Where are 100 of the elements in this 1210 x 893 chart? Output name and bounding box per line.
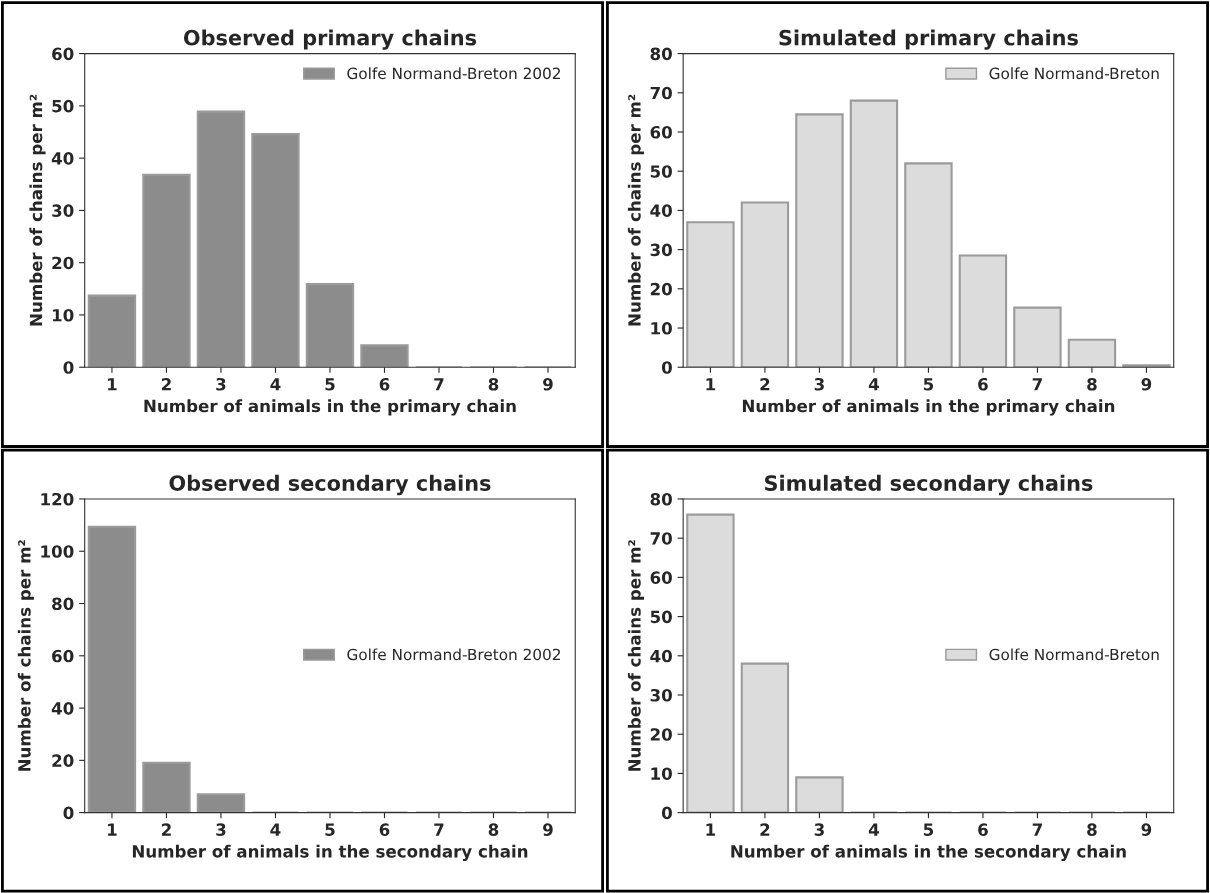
bar — [305, 283, 355, 368]
y-tick-label: 40 — [51, 152, 74, 165]
x-tick-label: 1 — [706, 378, 716, 391]
bar — [1013, 306, 1062, 368]
y-tick-label: 40 — [650, 649, 672, 663]
x-axis-title: Number of animals in the secondary chain — [132, 844, 528, 861]
y-tick-label: 80 — [52, 597, 74, 611]
y-tick-label: 70 — [650, 532, 672, 545]
bar — [196, 110, 246, 368]
y-tick-label: 20 — [52, 256, 74, 270]
y-tick-label: 40 — [650, 204, 672, 217]
y-tick-label: 0 — [63, 361, 74, 374]
x-tick-label: 7 — [1032, 823, 1042, 836]
x-tick-label: 2 — [161, 377, 171, 391]
x-tick-label: 6 — [978, 377, 988, 391]
x-tick-label: 6 — [379, 823, 390, 836]
x-axis-title: Number of animals in the primary chain — [144, 399, 516, 416]
y-axis-title: Number of chains per m² — [17, 540, 34, 771]
y-tick-label: 20 — [650, 282, 672, 296]
bar — [87, 294, 137, 368]
x-tick-label: 5 — [325, 823, 335, 836]
y-tick-label: 0 — [63, 806, 74, 820]
x-tick-label: 9 — [543, 823, 553, 836]
y-tick-label: 60 — [52, 47, 74, 61]
x-tick-label: 5 — [325, 378, 335, 391]
y-axis-title: Number of chains per m² — [29, 94, 46, 326]
y-tick-label: 30 — [52, 204, 74, 217]
y-tick-label: 0 — [661, 806, 672, 820]
y-tick-label: 60 — [650, 125, 672, 139]
x-tick-label: 8 — [488, 823, 499, 836]
bar — [740, 662, 790, 813]
chart-title: Observed primary chains — [183, 29, 477, 50]
legend-label: Golfe Normand-Breton — [989, 67, 1159, 80]
y-tick-label: 80 — [650, 47, 672, 61]
y-axis-title: Number of chains per m² — [627, 94, 644, 326]
y-tick-label: 60 — [52, 649, 74, 663]
bar — [196, 793, 246, 813]
bar — [1067, 338, 1117, 368]
x-tick-label: 8 — [1087, 377, 1097, 391]
y-tick-label: 80 — [650, 492, 672, 506]
bar — [849, 99, 899, 368]
x-tick-label: 2 — [161, 823, 171, 836]
y-axis-title: Number of chains per m² — [627, 540, 644, 771]
x-axis-title: Number of animals in the secondary chain — [731, 844, 1126, 861]
y-tick-label: 40 — [51, 702, 74, 715]
bar — [795, 776, 844, 813]
x-tick-label: 1 — [108, 378, 117, 391]
chart-title: Simulated secondary chains — [765, 474, 1093, 496]
x-tick-label: 7 — [434, 378, 444, 391]
x-tick-label: 3 — [216, 823, 226, 836]
bar — [686, 221, 735, 368]
y-tick-label: 70 — [650, 86, 672, 100]
x-tick-label: 9 — [1141, 377, 1152, 391]
x-tick-label: 5 — [923, 823, 934, 836]
legend-label: Golfe Normand-Breton 2002 — [347, 67, 560, 80]
bar — [958, 254, 1008, 368]
x-tick-label: 9 — [1141, 823, 1152, 836]
x-tick-label: 8 — [1087, 823, 1097, 836]
x-tick-label: 6 — [379, 377, 390, 391]
x-tick-label: 3 — [216, 377, 226, 391]
legend-label: Golfe Normand-Breton — [989, 648, 1159, 661]
bar — [87, 525, 137, 813]
bar — [740, 201, 790, 368]
x-tick-label: 7 — [1032, 378, 1042, 391]
y-tick-label: 10 — [651, 767, 672, 780]
y-tick-label: 120 — [41, 492, 74, 506]
y-tick-label: 50 — [650, 165, 672, 178]
x-tick-label: 8 — [488, 377, 499, 391]
y-tick-label: 50 — [52, 99, 74, 113]
y-tick-label: 10 — [651, 321, 672, 335]
y-tick-label: 0 — [661, 361, 672, 374]
bar — [360, 344, 409, 368]
x-tick-label: 4 — [868, 378, 879, 391]
y-tick-label: 10 — [52, 308, 74, 322]
y-tick-label: 100 — [41, 545, 74, 558]
x-tick-label: 2 — [760, 377, 770, 391]
bar — [142, 173, 191, 368]
y-tick-label: 60 — [650, 571, 672, 584]
x-tick-label: 4 — [868, 823, 879, 836]
chart-title: Simulated primary chains — [779, 29, 1078, 50]
x-tick-label: 3 — [814, 377, 824, 391]
x-tick-label: 5 — [923, 378, 934, 391]
bar — [904, 162, 953, 368]
bar — [686, 513, 735, 813]
x-tick-label: 4 — [270, 378, 281, 391]
y-tick-label: 20 — [52, 754, 74, 767]
bar — [142, 761, 191, 813]
x-tick-label: 1 — [706, 823, 716, 836]
y-tick-label: 50 — [650, 610, 672, 624]
x-tick-label: 2 — [760, 823, 770, 836]
y-tick-label: 30 — [650, 243, 672, 257]
legend-label: Golfe Normand-Breton 2002 — [347, 648, 560, 661]
x-tick-label: 7 — [434, 823, 444, 836]
x-tick-label: 1 — [108, 823, 117, 836]
chart-title: Observed secondary chains — [169, 474, 491, 496]
y-tick-label: 30 — [650, 688, 672, 702]
x-tick-label: 4 — [270, 823, 281, 836]
bar — [795, 113, 844, 368]
bar — [251, 133, 300, 368]
x-tick-label: 9 — [543, 377, 553, 391]
